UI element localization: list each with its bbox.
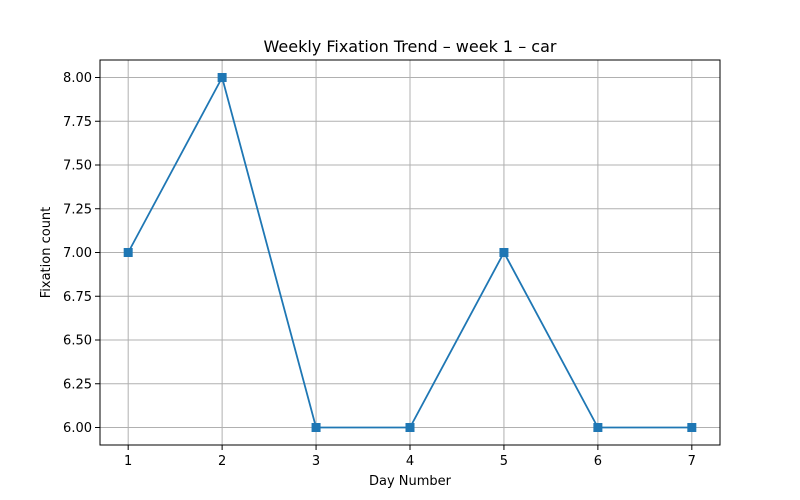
x-tick-label: 6 — [594, 454, 602, 469]
x-tick-label: 4 — [406, 454, 414, 469]
data-point — [687, 423, 697, 432]
x-tick-label: 2 — [218, 454, 226, 469]
y-tick-label: 7.25 — [63, 202, 92, 217]
y-tick-label: 6.75 — [63, 290, 92, 305]
data-point — [123, 248, 133, 257]
chart-title: Weekly Fixation Trend – week 1 – car — [264, 37, 557, 56]
data-point — [217, 73, 227, 82]
y-tick-label: 8.00 — [63, 71, 92, 86]
x-tick-label: 1 — [124, 454, 132, 469]
y-tick-label: 7.50 — [63, 159, 92, 174]
x-tick-label: 3 — [312, 454, 320, 469]
data-point — [311, 423, 321, 432]
y-tick-label: 7.75 — [63, 115, 92, 130]
x-tick-label: 7 — [688, 454, 696, 469]
y-tick-label: 6.00 — [63, 421, 92, 436]
data-point — [593, 423, 603, 432]
axis-ticks: 1 2 3 4 5 6 7 6.00 6.25 6.50 6.75 7.00 7.25 7.50 7.75 8… — [63, 71, 696, 469]
grid — [100, 60, 720, 445]
data-point — [405, 423, 415, 432]
data-point — [499, 248, 509, 257]
y-tick-label: 6.50 — [63, 334, 92, 349]
series-layer — [123, 73, 697, 432]
y-tick-label: 6.25 — [63, 377, 92, 392]
y-tick-label: 7.00 — [63, 246, 92, 261]
x-tick-label: 5 — [500, 454, 508, 469]
y-axis-label: Fixation count — [39, 207, 54, 299]
x-axis-label: Day Number — [369, 474, 452, 489]
